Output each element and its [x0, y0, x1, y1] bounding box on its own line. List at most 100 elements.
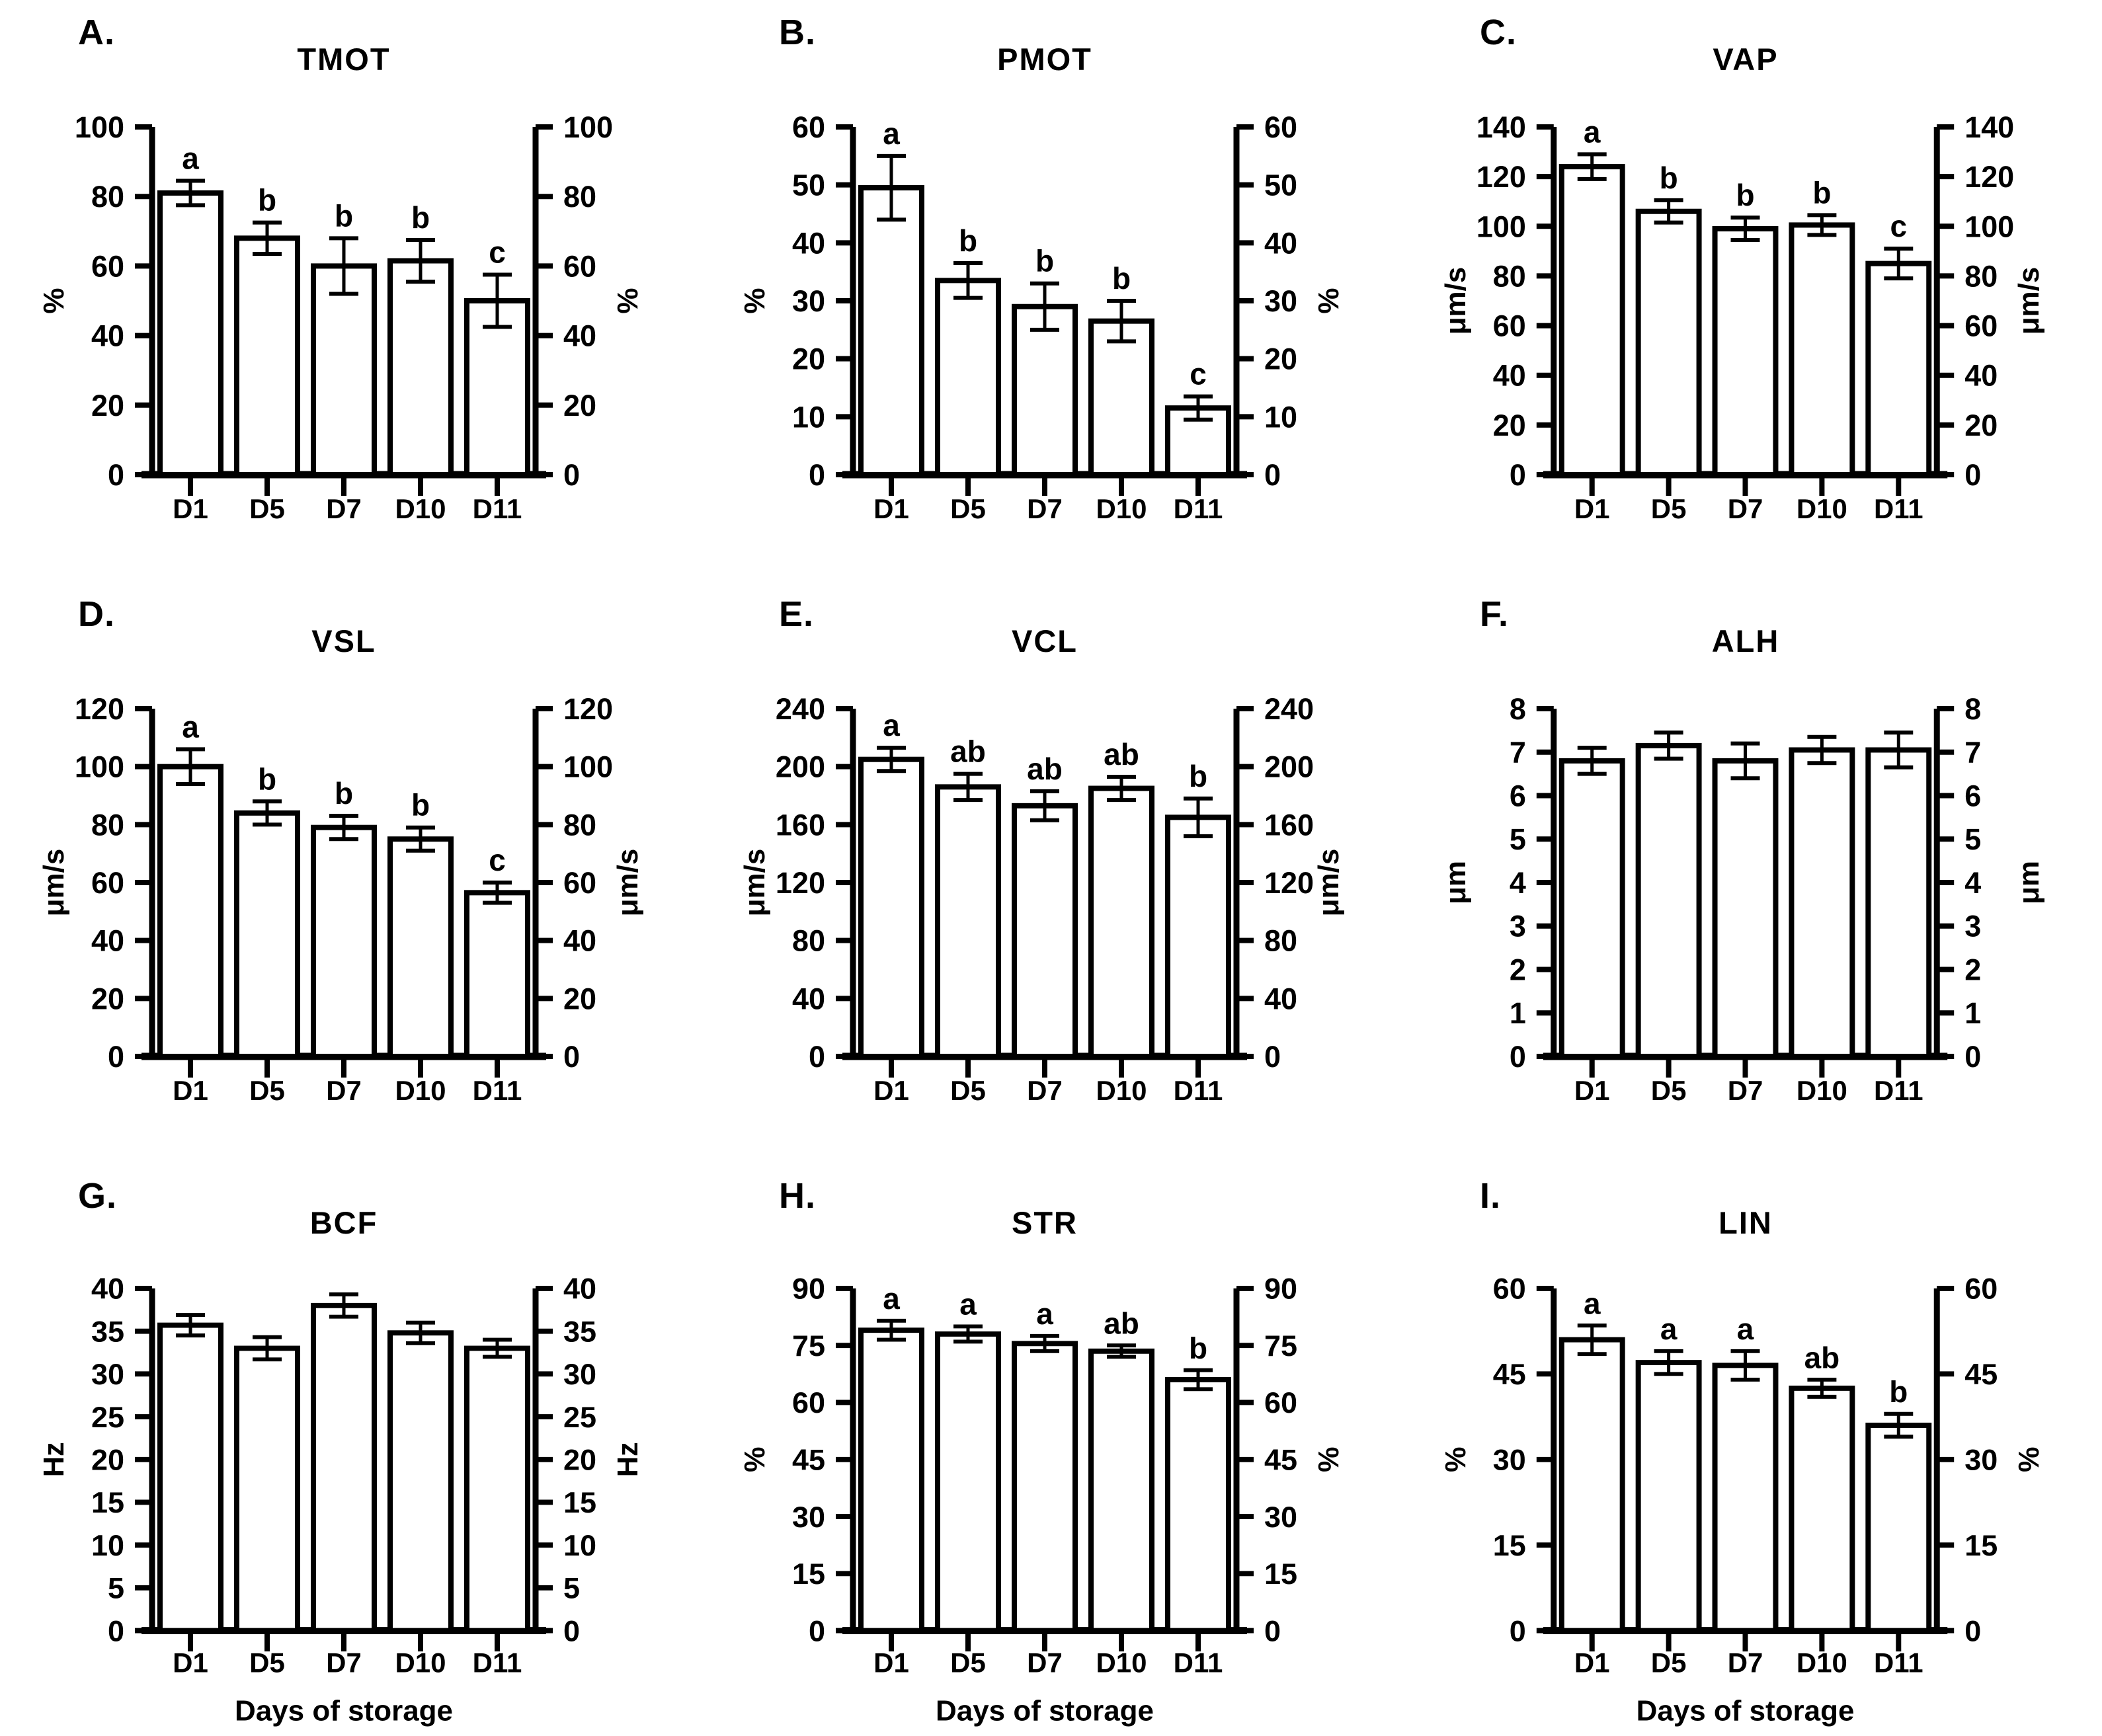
- x-category-label: D1: [173, 1647, 208, 1678]
- sig-letter-D7: b: [1736, 178, 1754, 212]
- chart-area: 0 0 15 15 30 30 45 45 60 60 75 75 90 90 D1 D5 D7 D10 D11 a a…: [701, 1164, 1402, 1736]
- right-y-tick-label: 30: [563, 1359, 596, 1391]
- x-category-label: D5: [249, 1075, 285, 1106]
- panel-alh: F. ALH 0 0 1 1 2 2 3 3 4 4 5 5 6 6 7 7 8 8 D1 D5 D7 D10 D11 μm μ…: [1402, 582, 2102, 1164]
- sig-letter-D7: a: [1737, 1312, 1754, 1346]
- panel-str: H. STR 0 0 15 15 30 30 45 45 60 60 75 75 90 90 D1 D5 D7 D…: [701, 1164, 1402, 1736]
- panel-bcf: G. BCF 0 0 5 5 10 10 15 15 20 20 25 25 30 30 35 35 40 40 D…: [0, 1164, 701, 1736]
- bar-D11: [1865, 260, 1932, 477]
- bar-D7: [1712, 1362, 1779, 1634]
- right-y-axis-unit: μm: [2013, 861, 2045, 904]
- left-y-tick-label: 15: [91, 1487, 124, 1520]
- bar-D5: [935, 278, 1001, 477]
- panel-letter: I.: [1480, 1176, 1502, 1216]
- sig-letter-D10: ab: [1104, 1307, 1139, 1341]
- sig-letter-D1: a: [1584, 1287, 1601, 1321]
- right-y-tick-label: 75: [1264, 1330, 1297, 1362]
- x-category-label: D7: [1027, 1075, 1063, 1106]
- sig-letter-D10: b: [411, 788, 430, 822]
- right-y-tick-label: 200: [1264, 750, 1314, 784]
- right-y-tick-label: 120: [563, 692, 613, 726]
- left-y-tick-label: 140: [1476, 110, 1526, 144]
- chart-title: STR: [1012, 1205, 1078, 1240]
- bar-D10: [1088, 785, 1154, 1059]
- bar-D5: [935, 784, 1001, 1059]
- right-y-tick-label: 20: [563, 1444, 596, 1477]
- x-category-label: D11: [1174, 1647, 1223, 1678]
- left-y-tick-label: 45: [1493, 1359, 1526, 1391]
- left-y-tick-label: 60: [1493, 309, 1526, 343]
- sig-letter-D11: c: [489, 235, 506, 270]
- left-y-tick-label: 8: [1510, 692, 1526, 726]
- bar-D10: [1789, 222, 1855, 477]
- bar-D5: [1635, 1360, 1702, 1634]
- panel-letter: A.: [78, 13, 115, 52]
- right-y-axis-unit: μm/s: [2013, 267, 2045, 335]
- bar-D10: [1789, 747, 1855, 1059]
- right-y-tick-label: 15: [1964, 1530, 1998, 1562]
- x-category-label: D10: [1797, 493, 1847, 524]
- sig-letter-D7: b: [335, 776, 353, 810]
- left-y-tick-label: 90: [792, 1273, 825, 1306]
- bar-D5: [1635, 208, 1702, 477]
- right-y-tick-label: 40: [563, 924, 596, 958]
- right-y-axis-unit: μm/s: [612, 849, 644, 917]
- sig-letter-D10: ab: [1804, 1341, 1840, 1375]
- x-category-label: D1: [173, 493, 208, 524]
- right-y-tick-label: 1: [1964, 996, 1981, 1030]
- sig-letter-D5: a: [959, 1288, 977, 1322]
- right-y-tick-label: 100: [563, 750, 613, 784]
- x-category-label: D1: [1574, 1647, 1610, 1678]
- x-category-label: D11: [1174, 493, 1223, 524]
- bar-D7: [311, 824, 377, 1059]
- chart-title: TMOT: [297, 42, 391, 77]
- left-y-tick-label: 40: [792, 982, 825, 1015]
- x-category-label: D1: [873, 1075, 909, 1106]
- bar-D5: [1635, 742, 1702, 1059]
- right-y-tick-label: 40: [563, 1273, 596, 1306]
- x-category-label: D7: [1728, 493, 1763, 524]
- left-y-tick-label: 20: [91, 1444, 124, 1477]
- x-category-label: D11: [473, 493, 522, 524]
- bar-D7: [1712, 226, 1779, 477]
- chart-area: 0 0 40 40 80 80 120 120 160 160 200 200 240 240 D1 D5 D7…: [701, 582, 1402, 1164]
- right-y-tick-label: 30: [1264, 1501, 1297, 1534]
- x-category-label: D11: [1874, 493, 1923, 524]
- right-y-tick-label: 60: [563, 866, 596, 900]
- left-y-tick-label: 30: [1493, 1444, 1526, 1477]
- x-category-label: D5: [950, 493, 986, 524]
- x-category-label: D10: [1096, 1647, 1147, 1678]
- right-y-tick-label: 80: [1264, 924, 1297, 958]
- right-y-tick-label: 60: [563, 249, 596, 283]
- right-y-tick-label: 15: [563, 1487, 596, 1520]
- sig-letter-D7: b: [335, 198, 353, 233]
- right-y-tick-label: 140: [1964, 110, 2014, 144]
- panel-tmot: A. TMOT 0 0 20 20 40 40 60 60 80 80 100 100 D1 D5 D7 D1…: [0, 0, 701, 582]
- left-y-tick-label: 120: [75, 692, 124, 726]
- panel-letter: D.: [78, 594, 115, 634]
- bar-D7: [311, 263, 377, 477]
- x-category-label: D5: [249, 493, 285, 524]
- right-y-tick-label: 0: [1264, 1616, 1281, 1648]
- bar-D7: [1012, 1341, 1078, 1634]
- right-y-tick-label: 35: [563, 1316, 596, 1349]
- x-category-label: D11: [1874, 1075, 1923, 1106]
- left-y-axis-unit: %: [1440, 1447, 1472, 1473]
- right-y-tick-label: 15: [1264, 1558, 1297, 1591]
- right-y-tick-label: 240: [1264, 692, 1314, 726]
- bar-D11: [1165, 1377, 1231, 1634]
- left-y-tick-label: 40: [91, 924, 124, 958]
- chart-vsl: 0 0 20 20 40 40 60 60 80 80 100 100 120 120 D1 D5 D7 D10 D…: [38, 692, 644, 1106]
- right-y-tick-label: 5: [1964, 822, 1981, 856]
- right-y-tick-label: 0: [563, 1616, 580, 1648]
- x-category-label: D1: [873, 1647, 909, 1678]
- panel-letter: H.: [779, 1176, 816, 1216]
- x-category-label: D7: [326, 1647, 362, 1678]
- x-category-label: D7: [1728, 1647, 1763, 1678]
- right-y-axis-unit: %: [2013, 1447, 2045, 1473]
- left-y-tick-label: 0: [1510, 1040, 1526, 1074]
- left-y-tick-label: 1: [1510, 996, 1526, 1030]
- x-category-label: D11: [1874, 1647, 1923, 1678]
- bar-D1: [157, 764, 223, 1059]
- left-y-axis-unit: %: [739, 288, 771, 313]
